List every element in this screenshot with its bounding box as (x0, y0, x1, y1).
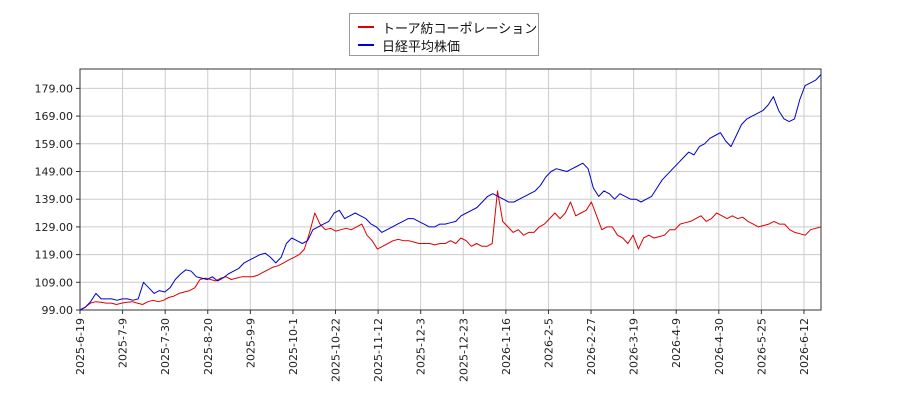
x-tick-label: 2026-2-5 (542, 318, 555, 368)
series-line-1 (79, 190, 822, 311)
x-tick-label: 2026-6-12 (798, 318, 811, 375)
series-line-2 (79, 74, 822, 311)
plot-frame (79, 68, 822, 311)
legend: トーア紡コーポレーション 日経平均株価 (349, 13, 539, 56)
legend-label-series-1: トーア紡コーポレーション (382, 21, 538, 37)
y-tick-label: 159.00 (35, 138, 74, 151)
y-tick-label: 179.00 (35, 82, 74, 95)
y-tick-label: 119.00 (35, 249, 74, 262)
x-tick-label: 2025-8-20 (202, 318, 215, 375)
x-tick-label: 2025-12-23 (457, 318, 470, 382)
y-tick-label: 109.00 (35, 276, 74, 289)
x-tick-label: 2025-7-9 (117, 318, 130, 368)
legend-item-series-2: 日経平均株価 (358, 36, 461, 55)
x-tick-label: 2026-3-19 (628, 318, 641, 375)
y-tick-label: 169.00 (35, 110, 74, 123)
y-tick-label: 99.00 (42, 304, 74, 317)
x-tick-label: 2025-11-12 (372, 318, 385, 382)
x-tick-label: 2025-7-30 (159, 318, 172, 375)
y-tick-label: 149.00 (35, 165, 74, 178)
x-tick-label: 2026-2-27 (585, 318, 598, 375)
x-tick-label: 2026-5-25 (755, 318, 768, 375)
y-tick-label: 139.00 (35, 193, 74, 206)
x-tick-label: 2026-4-30 (713, 318, 726, 375)
x-tick-label: 2025-6-19 (74, 318, 87, 375)
x-tick-label: 2025-12-3 (415, 318, 428, 375)
x-tick-label: 2025-9-9 (244, 318, 257, 368)
legend-swatch-series-2 (358, 44, 374, 46)
x-tick-label: 2025-10-1 (287, 318, 300, 375)
y-tick-label: 129.00 (35, 221, 74, 234)
x-tick-label: 2025-10-22 (330, 318, 343, 382)
legend-swatch-series-1 (358, 26, 374, 28)
legend-label-series-2: 日経平均株価 (382, 39, 461, 55)
x-tick-label: 2026-1-16 (500, 318, 513, 375)
legend-item-series-1: トーア紡コーポレーション (358, 18, 538, 37)
x-tick-label: 2026-4-9 (670, 318, 683, 368)
